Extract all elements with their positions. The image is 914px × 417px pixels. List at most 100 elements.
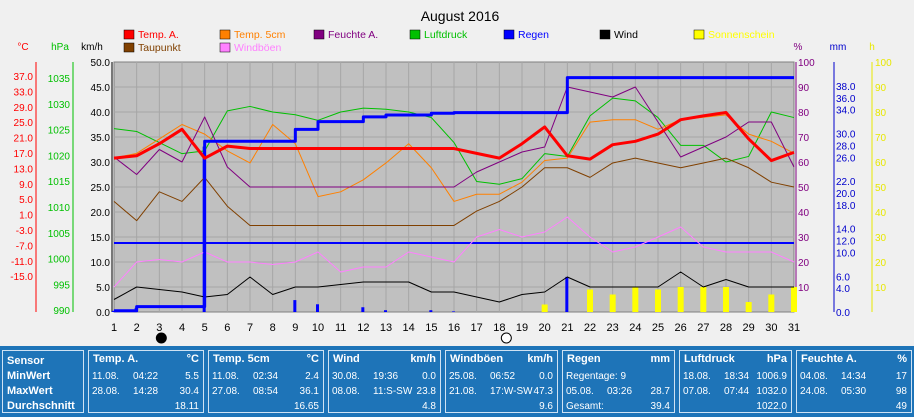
x-tick-label: 11 (335, 322, 346, 334)
axis-tick-label: -7.0 (16, 241, 34, 252)
stats-row-avg: 4.8 (329, 399, 440, 414)
x-tick-label: 24 (629, 322, 641, 334)
stats-cell: 24.08. (800, 386, 828, 397)
axis-tick-label: 15.0 (91, 233, 111, 244)
legend-label: Regen (518, 29, 549, 41)
axis-tick-label: 1.0 (19, 211, 33, 222)
stats-cell: 28.08. (92, 386, 120, 397)
stats-panel-7: Feuchte A.% 04.08. 14:34 17 24.08. 05:30 98 49 (796, 350, 912, 413)
axis-tick-label: 20 (875, 258, 887, 269)
stats-cell: 25.08. (449, 371, 477, 382)
x-tick-label: 8 (270, 322, 276, 334)
stats-cell: 21.08. (449, 386, 477, 397)
stats-row-min: 25.08. 06:52 0.0 (446, 369, 557, 384)
stats-panel-1: Temp. A. °C 11.08. 04:22 5.5 28.08. 14:28 30.4 1… (88, 350, 204, 413)
stats-panel-header: Luftdruck hPa (680, 351, 791, 367)
axis-tick-label: 45.0 (91, 83, 111, 94)
stats-cell: 19:36 (373, 371, 399, 382)
stats-cell: 1006.9 (756, 371, 787, 382)
axis-tick-label: 22.0 (836, 177, 856, 188)
stats-cell: 27.08. (212, 386, 240, 397)
x-tick-label: 2 (134, 322, 140, 334)
x-tick-label: 22 (584, 322, 596, 334)
legend-swatch (409, 29, 421, 40)
stats-panel-title: Wind (333, 353, 360, 365)
axis-tick-label: 20 (798, 258, 810, 269)
stats-cell: 08:54 (253, 386, 279, 397)
stats-panel-title: Luftdruck (684, 353, 735, 365)
axis-tick-label: 10.0 (836, 249, 856, 260)
stats-avg-value: 49 (895, 401, 907, 412)
stats-panel-unit: hPa (766, 353, 787, 365)
stats-avg-label: Gesamt: (566, 401, 604, 412)
legend-swatch (123, 42, 135, 53)
stats-panel-unit: °C (186, 353, 199, 365)
legend-label: Temp. 5cm (234, 29, 286, 41)
rain-daily-bar (452, 311, 455, 312)
legend-swatch (599, 29, 611, 40)
stats-row-min: 30.08. 19:36 0.0 (329, 369, 440, 384)
stats-cell: 11.08. (92, 371, 120, 382)
x-tick-label: 31 (788, 322, 800, 334)
row-label-sensor: Sensor (7, 355, 45, 367)
stats-row-max: 24.08. 05:30 98 (797, 384, 911, 399)
stats-panel-header: Feuchte A.% (797, 351, 911, 367)
axis-tick-label: 50 (875, 183, 887, 194)
x-tick-label: 12 (357, 322, 369, 334)
x-tick-label: 13 (380, 322, 392, 334)
stats-cell: 30.4 (179, 386, 199, 397)
stats-cell: 36.1 (299, 386, 319, 397)
row-label-min: MinWert (7, 370, 51, 382)
plot-marks (112, 76, 797, 313)
stats-row-min: 04.08. 14:34 17 (797, 369, 911, 384)
statistics-bar: Sensor MinWert MaxWert Durchschnitt Temp… (0, 346, 914, 417)
sunshine-bar (609, 294, 616, 312)
legend-label: Wind (614, 29, 638, 41)
axis-tick-label: 40.0 (91, 108, 111, 119)
stats-row-max: 21.08. 17:W-SW 47.3 (446, 384, 557, 399)
stats-panel-unit: °C (306, 353, 319, 365)
x-tick-label: 6 (224, 322, 230, 334)
stats-cell: 05.08. (566, 386, 594, 397)
stats-cell: 47.3 (533, 386, 553, 397)
x-tick-label: 17 (471, 322, 483, 334)
axis-tick-label: 70 (875, 133, 887, 144)
series-line-regen (114, 76, 794, 313)
axis-tick-label: 10.0 (91, 258, 111, 269)
axis-tick-label: 36.0 (836, 94, 856, 105)
stats-cell: 04:22 (133, 371, 159, 382)
stats-panel-title: Feuchte A. (801, 353, 857, 365)
stats-row-avg: 16.65 (209, 399, 323, 414)
axis-tick-label: 35.0 (91, 133, 111, 144)
stats-row-avg: Gesamt: 39.4 (563, 399, 674, 414)
x-tick-label: 25 (652, 322, 664, 334)
x-tick-label: 19 (516, 322, 528, 334)
axis-tick-label: 80 (798, 108, 810, 119)
series-line-windböen (113, 216, 795, 288)
sunshine-bar (655, 289, 661, 312)
chart-title: August 2016 (421, 8, 500, 24)
axis-tick-label: 13.0 (14, 164, 34, 175)
stats-panel-header: Wind km/h (329, 351, 440, 367)
rain-daily-bar (565, 276, 569, 312)
axis-tick-label: 5.0 (96, 283, 110, 294)
axis-tick-label: 10 (798, 283, 810, 294)
axis-tick-label: 34.0 (836, 106, 856, 117)
x-tick-label: 4 (179, 322, 185, 334)
axis-tick-label: 70 (798, 133, 810, 144)
stats-row-max: 28.08. 14:28 30.4 (89, 384, 203, 399)
axis-tick-label: 9.0 (19, 180, 33, 191)
legend-swatch (313, 29, 325, 40)
axis-tick-label: 1005 (48, 229, 71, 240)
chart-axes: 1 2 3 4 5 6 7 8 9 10 11 12 13 14 15 16 17 18 19 20 21 22 23 24 2… (10, 42, 892, 344)
legend-label: Luftdruck (424, 29, 468, 41)
axis-tick-label: 26.0 (836, 153, 856, 164)
row-label-avg: Durchschnitt (7, 400, 75, 412)
stats-cell: 1032.0 (756, 386, 787, 397)
legend-label: Taupunkt (138, 42, 181, 54)
axis-tick-label: 1000 (48, 255, 71, 266)
x-tick-label: 20 (539, 322, 551, 334)
stats-panel-6: Luftdruck hPa 18.08. 18:34 1006.9 07.08. 07:44… (679, 350, 792, 413)
axis-tick-label: 10 (875, 283, 887, 294)
rain-daily-bar (316, 304, 319, 312)
